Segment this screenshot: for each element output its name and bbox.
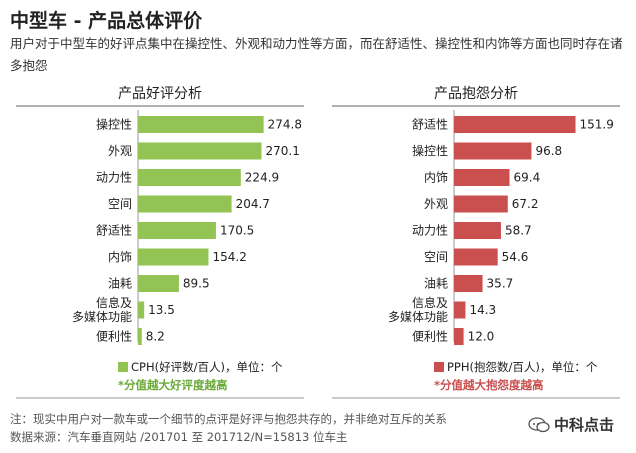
bar [138, 301, 145, 319]
category-label: 空间 [424, 250, 448, 264]
category-label: 外观 [108, 144, 132, 158]
bar [454, 222, 501, 239]
bar [138, 142, 262, 160]
value-label: 35.7 [487, 277, 514, 291]
footnote: 注：现实中用户对一款车或一个细节的点评是好评与抱怨共存的，并非绝对互斥的关系 [10, 412, 447, 426]
category-label: 空间 [108, 197, 132, 211]
category-label: 动力性 [412, 224, 448, 238]
category-label: 操控性 [96, 117, 132, 132]
bar [454, 275, 483, 292]
value-label: 204.7 [236, 197, 270, 211]
chart-title: 产品抱怨分析 [434, 86, 518, 102]
category-label: 便利性 [96, 330, 132, 344]
legend-label: PPH(抱怨数/百人)，单位：个 [447, 360, 598, 374]
value-label: 224.9 [245, 171, 279, 185]
category-label: 多媒体功能 [72, 310, 132, 324]
value-label: 274.8 [268, 118, 302, 132]
value-label: 154.2 [212, 250, 246, 264]
bar [138, 195, 232, 213]
category-label: 动力性 [96, 171, 132, 185]
legend-swatch [118, 362, 128, 372]
complaint-panel: 产品抱怨分析舒适性 151.9 操控性 96.8 内饰 69.4 外观 67.2 动力性 58.7… [326, 80, 626, 406]
value-label: 170.5 [220, 224, 254, 238]
bar [138, 116, 264, 133]
bar [454, 248, 498, 266]
value-label: 13.5 [148, 303, 175, 317]
value-label: 67.2 [512, 197, 539, 211]
watermark: 中科点击 [528, 414, 614, 435]
value-label: 89.5 [183, 277, 210, 291]
watermark-text: 中科点击 [554, 416, 615, 434]
bar [138, 275, 179, 292]
bar [454, 301, 466, 319]
value-label: 270.1 [265, 144, 299, 158]
value-label: 12.0 [468, 330, 495, 344]
bar [138, 222, 216, 239]
value-label: 14.3 [469, 303, 496, 317]
legend-label: CPH(好评数/百人)，单位：个 [131, 360, 283, 374]
page-title: 中型车 - 产品总体评价 [10, 10, 203, 32]
positive-review-panel: 产品好评分析操控性 274.8 外观 270.1 动力性 224.9 空间 204.7 舒适性 1… [10, 80, 310, 406]
data-source: 数据来源：汽车垂直网站 /201701 至 201712/N=15813 位车主 [10, 430, 348, 444]
category-label: 多媒体功能 [388, 310, 448, 324]
bar [454, 169, 510, 186]
bar [454, 195, 508, 213]
category-label: 内饰 [424, 171, 448, 185]
value-label: 58.7 [505, 224, 532, 238]
category-label: 信息及 [96, 295, 132, 310]
bar [138, 169, 241, 186]
page-subtitle: 用户对于中型车的好评点集中在操控性、外观和动力性等方面，而在舒适性、操控性和内饰… [10, 36, 623, 73]
chat-bubble-icon [528, 416, 550, 432]
value-label: 8.2 [146, 330, 165, 344]
value-label: 54.6 [502, 250, 529, 264]
legend-swatch [434, 362, 444, 372]
bar [454, 328, 464, 345]
bar [138, 248, 209, 266]
bar [138, 328, 142, 345]
bar [454, 142, 532, 160]
category-label: 外观 [424, 197, 448, 211]
bar [454, 116, 576, 133]
value-label: 151.9 [580, 118, 614, 132]
category-label: 舒适性 [96, 224, 132, 238]
chart-note: *分值越大抱怨度越高 [434, 378, 544, 392]
category-label: 油耗 [424, 277, 448, 291]
category-label: 内饰 [108, 250, 132, 264]
category-label: 便利性 [412, 330, 448, 344]
category-label: 信息及 [412, 295, 448, 310]
category-label: 操控性 [412, 143, 448, 158]
category-label: 油耗 [108, 277, 132, 291]
value-label: 96.8 [535, 144, 562, 158]
chart-title: 产品好评分析 [118, 86, 202, 102]
category-label: 舒适性 [412, 118, 448, 132]
chart-note: *分值越大好评度越高 [118, 378, 228, 392]
value-label: 69.4 [514, 171, 541, 185]
